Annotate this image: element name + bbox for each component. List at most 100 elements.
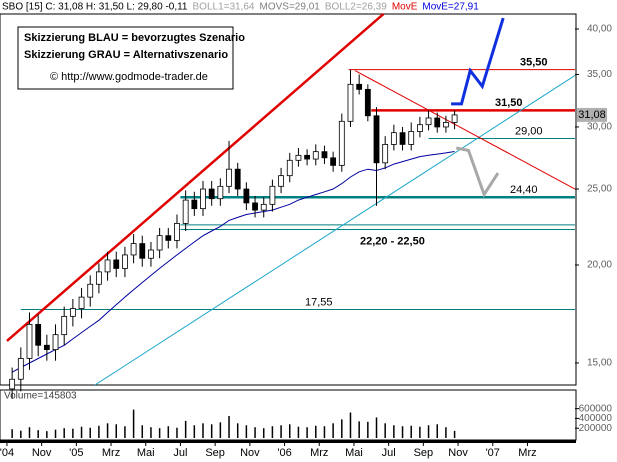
candle-body [451, 114, 458, 123]
candle-body [330, 157, 337, 166]
candle-body [43, 344, 50, 351]
header: SBO [15] C: 31,08 H: 31,50 L: 29,80 -0,1… [2, 2, 479, 13]
candle-body [165, 235, 172, 241]
x-tick-label: '07 [486, 447, 500, 459]
candle-body [217, 185, 224, 200]
candle-body [69, 308, 76, 317]
candle-body [364, 88, 371, 117]
level-label: 29,00 [515, 125, 543, 137]
scenario-path [451, 17, 505, 106]
candle-body [443, 122, 449, 128]
candle-body [347, 83, 354, 122]
y-tick-label: 30,00 [587, 122, 612, 133]
candle-body [260, 203, 267, 211]
candle-body [26, 323, 33, 359]
x-tick-label: Mai [345, 447, 363, 459]
candle-body [139, 243, 146, 259]
candle-body [87, 283, 94, 298]
candle-body [148, 249, 154, 259]
candle-body [95, 271, 102, 285]
last-price-label: 31,08 [578, 109, 606, 121]
x-axis-bar [0, 440, 576, 443]
x-tick-label: '06 [277, 447, 291, 459]
candle-body [243, 188, 250, 204]
candle-body [382, 144, 389, 164]
level-label: 22,20 - 22,50 [360, 235, 425, 247]
level-label: 24,40 [510, 184, 538, 196]
notes-frame [17, 26, 234, 90]
candle-body [234, 168, 241, 190]
candle-body [425, 117, 432, 126]
candle-body [408, 131, 415, 145]
header-item: MOVS=29,01 [260, 2, 321, 13]
header-item: MovE [392, 2, 418, 13]
x-tick-label: Jul [382, 447, 396, 459]
candle-body [226, 168, 232, 187]
candle-body [434, 117, 441, 128]
volume-label: Volume=145803 [4, 391, 77, 402]
y-tick-label: 20,00 [587, 260, 612, 271]
header-item: SBO [15] C: 31,08 H: 31,50 L: 29,80 -0,1… [2, 2, 188, 13]
candle-body [304, 154, 311, 160]
candle-body [113, 259, 120, 269]
candle-body [156, 235, 163, 251]
y-tick-label: 35,00 [587, 69, 612, 80]
x-tick-label: '05 [69, 447, 83, 459]
x-tick-label: Mrz [310, 447, 328, 459]
candle-body [191, 199, 198, 210]
volume-tick-label: 200000 [579, 423, 613, 434]
x-tick-label: Nov [448, 447, 468, 459]
y-tick-label: 15,00 [587, 358, 612, 369]
candle-body [17, 358, 24, 380]
x-tick-label: Mai [137, 447, 155, 459]
candle-body [390, 132, 397, 145]
note: © http://www.godmode-trader.de [50, 71, 208, 83]
x-tick-label: '04 [0, 447, 14, 459]
level-label: 35,50 [520, 57, 548, 69]
candle-body [9, 378, 16, 390]
candle-body [312, 151, 319, 160]
trendline [6, 13, 385, 342]
candle-body [122, 254, 128, 269]
candle-body [321, 151, 328, 159]
candle-body [208, 188, 215, 200]
x-tick-label: Sep [414, 447, 434, 459]
candle-body [182, 199, 189, 224]
x-tick-label: Jul [173, 447, 187, 459]
candle-body [416, 124, 423, 132]
y-tick-label: 25,00 [587, 184, 612, 195]
candle-body [61, 315, 68, 336]
trendline [354, 70, 576, 190]
candle-body [278, 175, 284, 187]
candle-body [174, 222, 180, 241]
x-tick-label: Mrz [518, 447, 536, 459]
candle-body [35, 323, 42, 346]
header-item: MovE=27,91 [422, 2, 479, 13]
volume-tick-label: 400000 [579, 413, 613, 424]
candle-body [252, 202, 258, 211]
header-item: BOLL1=31,64 [193, 2, 255, 13]
trendline [94, 75, 576, 386]
candle-body [295, 154, 302, 161]
scenario-path [456, 146, 500, 198]
last-price-box [577, 107, 607, 122]
candle-body [52, 334, 59, 351]
candle-body [356, 83, 363, 90]
x-tick-label: Nov [240, 447, 260, 459]
price-pane [0, 13, 577, 386]
candle-body [269, 185, 276, 205]
level-label: 17,55 [305, 296, 333, 308]
level-label: 31,50 [495, 97, 523, 109]
moving-average [11, 151, 455, 373]
candle-body [104, 259, 111, 273]
candle-body [373, 115, 380, 164]
notes-box: Skizzierung BLAU = bevorzugtes Szenario … [17, 26, 245, 90]
y-tick-label: 40,00 [587, 24, 612, 35]
candle-body [338, 120, 345, 166]
x-tick-label: Mrz [102, 447, 120, 459]
candle-body [200, 188, 206, 210]
candle-body [286, 159, 293, 177]
header-item: BOLL2=26,39 [325, 2, 387, 13]
candle-body [399, 132, 406, 145]
